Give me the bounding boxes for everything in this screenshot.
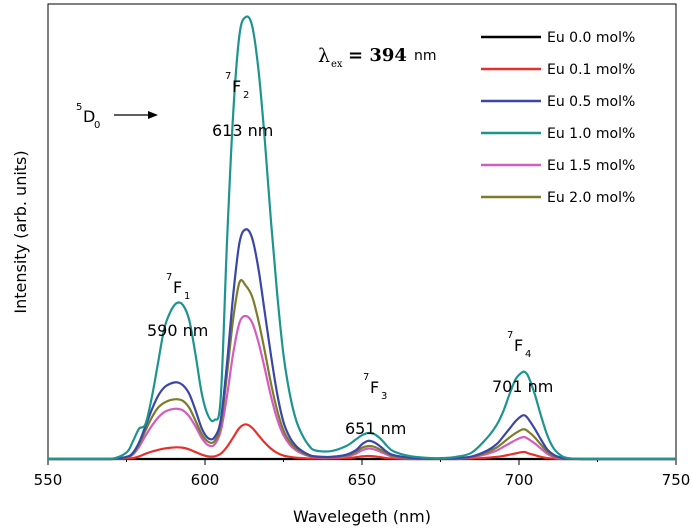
f3-transition-label: 7 F 3 651 nm (345, 372, 406, 438)
d0-transition-label: 5 D 0 (76, 102, 158, 131)
f4-wavelength: 701 nm (492, 377, 553, 396)
series-lines (48, 15, 676, 461)
f2-main: F (232, 77, 241, 96)
f2-sup: 7 (225, 71, 231, 82)
x-tick-label: 600 (191, 471, 220, 489)
d0-sub: 0 (94, 120, 100, 131)
y-axis-title: Intensity (arb. units) (11, 150, 30, 313)
f2-wavelength: 613 nm (212, 121, 273, 140)
transition-arrow-head (148, 111, 158, 119)
x-tick-label: 750 (662, 471, 691, 489)
f4-transition-label: 7 F 4 701 nm (492, 330, 553, 396)
legend-label: Eu 0.0 mol% (547, 30, 635, 46)
d0-main: D (83, 107, 95, 126)
lambda-subscript: ex (331, 59, 343, 70)
f3-sub: 3 (381, 391, 387, 402)
f1-sup: 7 (166, 272, 172, 283)
legend-label: Eu 0.5 mol% (547, 94, 635, 110)
f3-wavelength: 651 nm (345, 419, 406, 438)
legend-label: Eu 2.0 mol% (547, 190, 635, 206)
f1-wavelength: 590 nm (147, 321, 208, 340)
x-tick-label: 550 (34, 471, 63, 489)
lambda-value: = 394 (348, 45, 407, 66)
x-tick-label: 650 (348, 471, 377, 489)
f1-transition-label: 7 F 1 590 nm (147, 272, 208, 340)
x-tick-label: 700 (505, 471, 534, 489)
f4-sup: 7 (507, 330, 513, 341)
legend-label: Eu 1.5 mol% (547, 158, 635, 174)
f2-sub: 2 (243, 90, 249, 101)
series-line-eu-1-0-mol- (48, 15, 676, 461)
f3-main: F (370, 378, 379, 397)
series-line-eu-0-1-mol- (48, 423, 676, 461)
f4-sub: 4 (525, 349, 531, 360)
lambda-unit: nm (414, 48, 437, 64)
legend: Eu 0.0 mol% Eu 0.1 mol% Eu 0.5 mol% Eu 1.0 … (481, 30, 635, 206)
legend-label: Eu 1.0 mol% (547, 126, 635, 142)
f1-main: F (173, 278, 182, 297)
d0-sup: 5 (76, 102, 82, 113)
f1-sub: 1 (184, 291, 190, 302)
f3-sup: 7 (363, 372, 369, 383)
lambda-symbol: λ (318, 45, 330, 67)
f2-transition-label: 7 F 2 613 nm (212, 71, 273, 140)
x-axis-ticks: 550 600 650 700 750 (34, 459, 691, 489)
x-axis-title: Wavelegeth (nm) (293, 507, 431, 526)
excitation-annotation: λ ex = 394 nm (318, 45, 437, 70)
f4-main: F (514, 336, 523, 355)
legend-label: Eu 0.1 mol% (547, 62, 635, 78)
series-line-eu-0-5-mol- (48, 228, 676, 461)
